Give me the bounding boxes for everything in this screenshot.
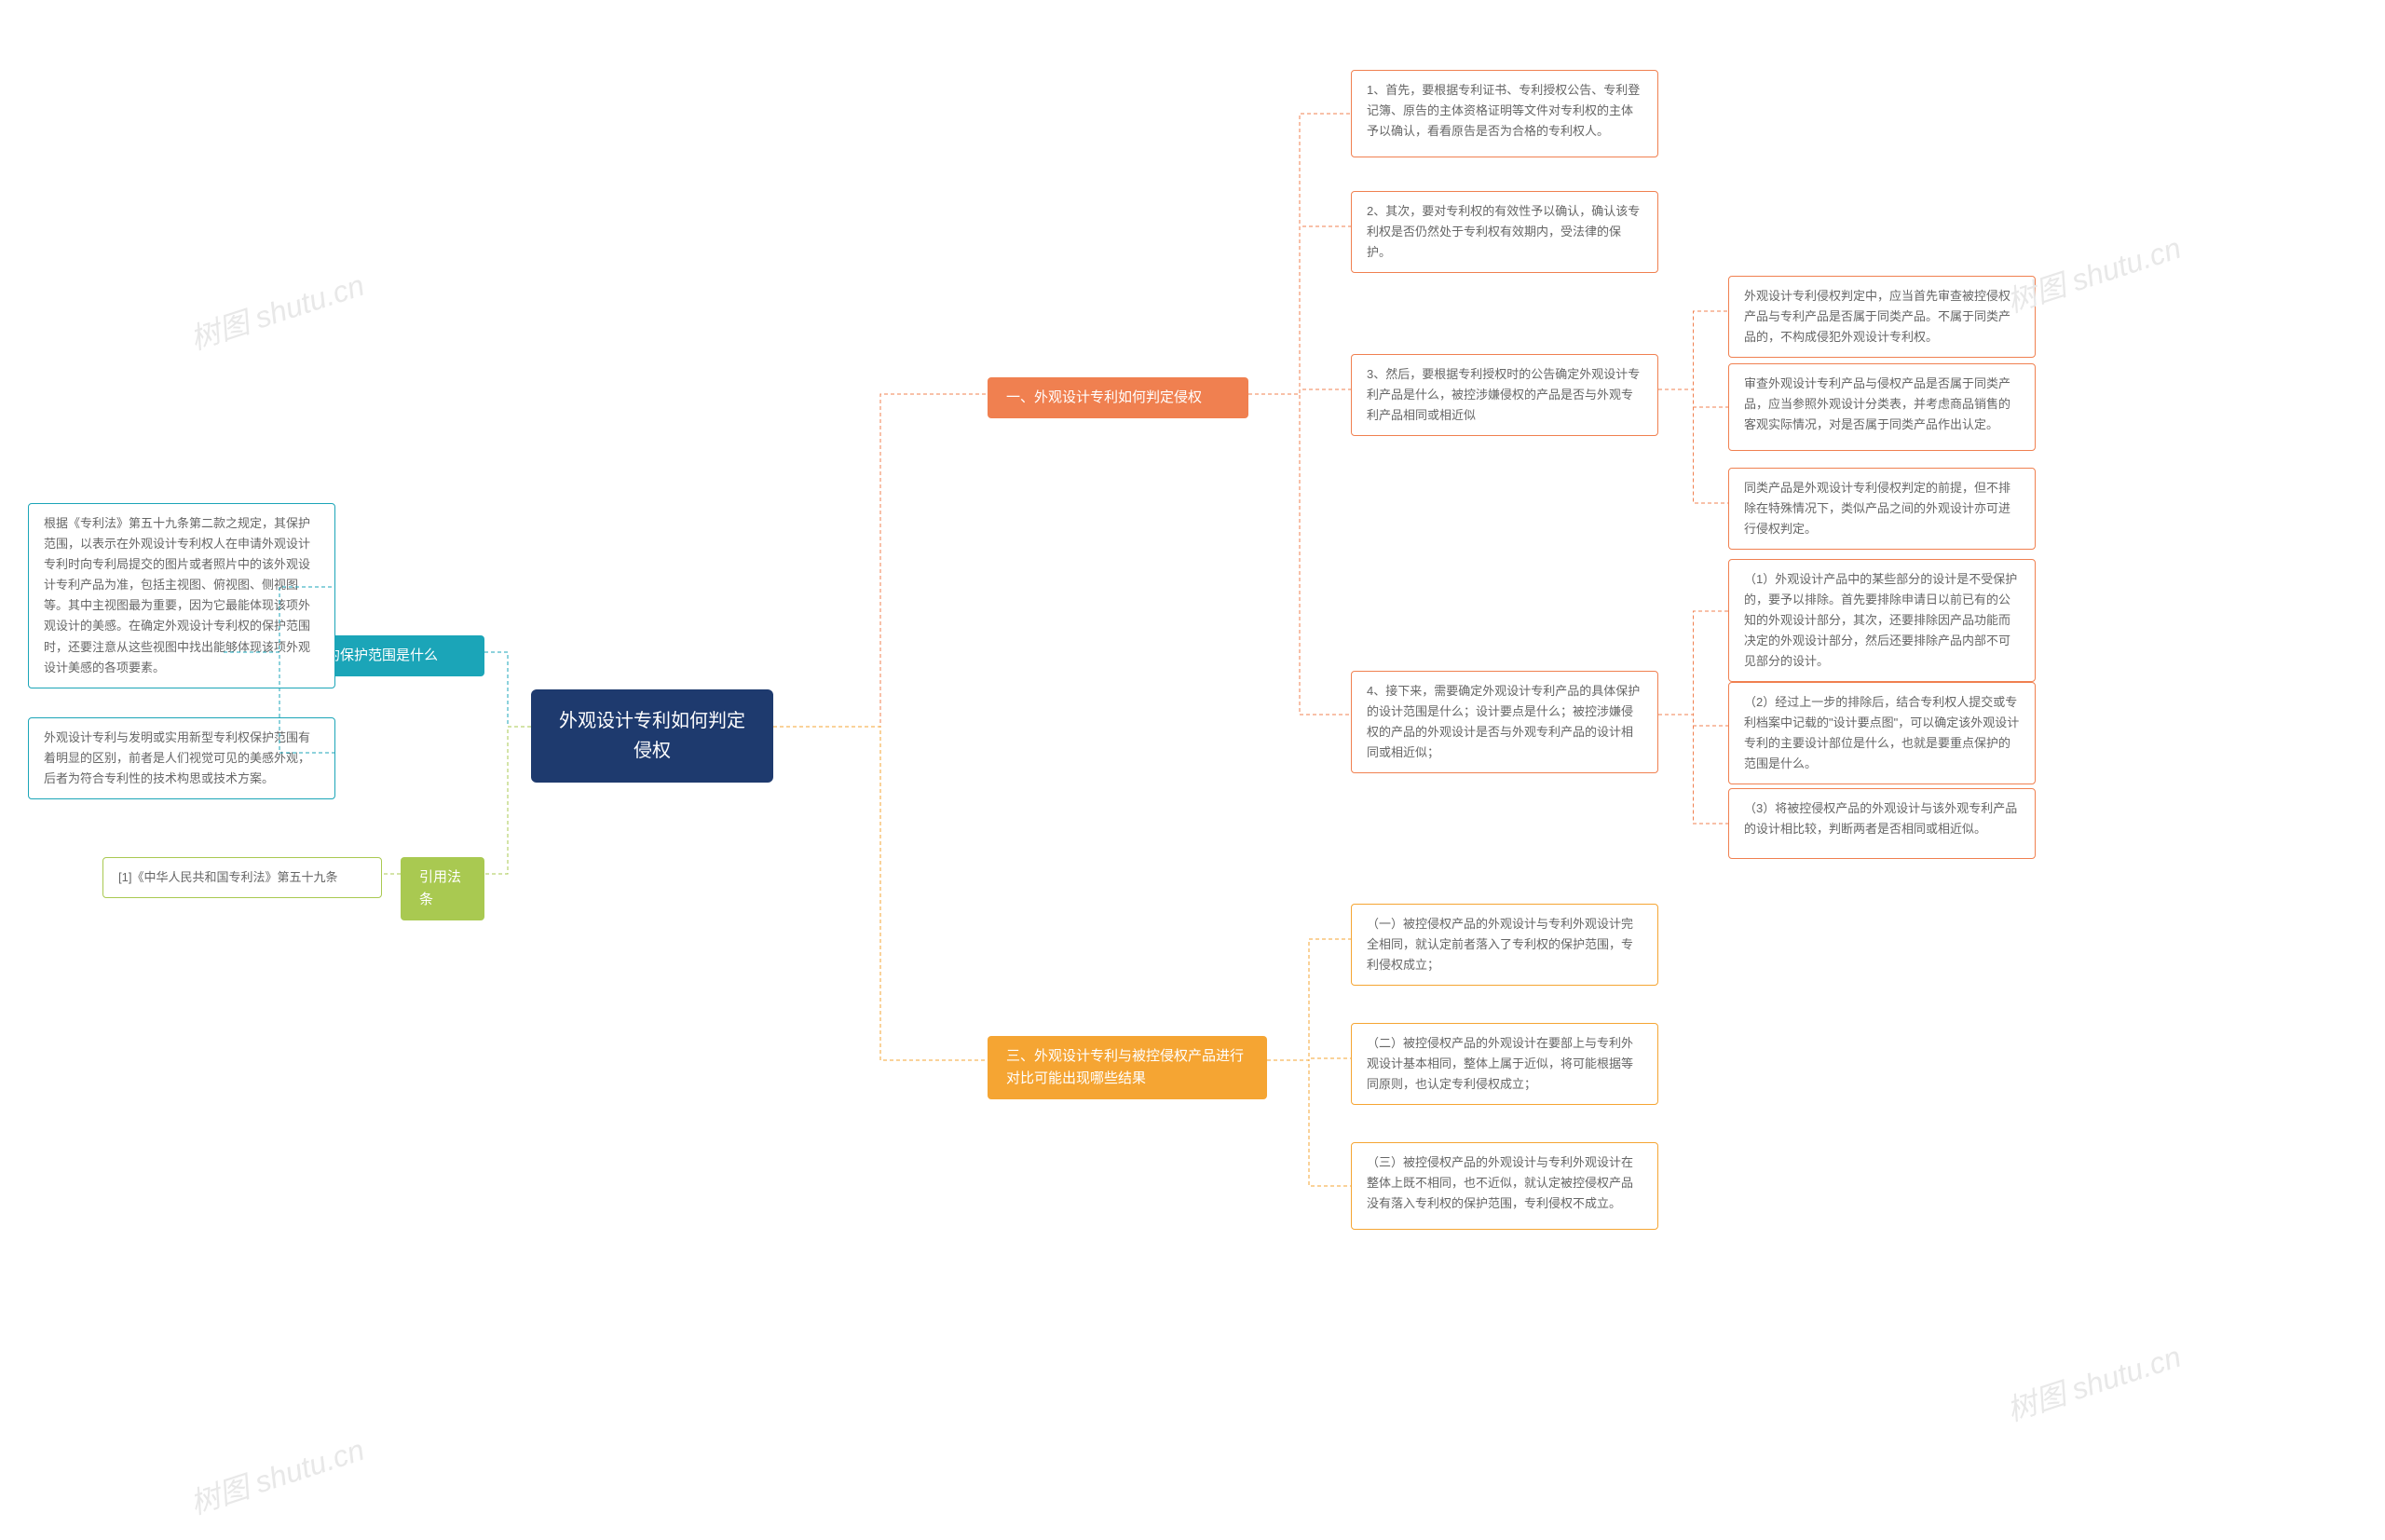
branch-3: 三、外观设计专利与被控侵权产品进行对比可能出现哪些结果 xyxy=(988,1036,1267,1099)
leaf-b3-3: （三）被控侵权产品的外观设计与专利外观设计在整体上既不相同，也不近似，就认定被控… xyxy=(1351,1142,1658,1230)
leaf-b1-3-2: 审查外观设计专利产品与侵权产品是否属于同类产品，应当参照外观设计分类表，并考虑商… xyxy=(1728,363,2036,451)
branch-ref: 引用法条 xyxy=(401,857,484,920)
leaf-b2-1: 根据《专利法》第五十九条第二款之规定，其保护范围，以表示在外观设计专利权人在申请… xyxy=(28,503,335,688)
leaf-b1-3-3: 同类产品是外观设计专利侵权判定的前提，但不排除在特殊情况下，类似产品之间的外观设… xyxy=(1728,468,2036,550)
leaf-b2-2: 外观设计专利与发明或实用新型专利权保护范围有着明显的区别，前者是人们视觉可见的美… xyxy=(28,717,335,799)
watermark: 树图 shutu.cn xyxy=(184,1426,370,1523)
leaf-b1-3: 3、然后，要根据专利授权时的公告确定外观设计专利产品是什么，被控涉嫌侵权的产品是… xyxy=(1351,354,1658,436)
leaf-b1-3-1: 外观设计专利侵权判定中，应当首先审查被控侵权产品与专利产品是否属于同类产品。不属… xyxy=(1728,276,2036,358)
leaf-b1-4-2: （2）经过上一步的排除后，结合专利权人提交或专利档案中记载的"设计要点图"，可以… xyxy=(1728,682,2036,784)
leaf-b3-1: （一）被控侵权产品的外观设计与专利外观设计完全相同，就认定前者落入了专利权的保护… xyxy=(1351,904,1658,986)
branch-1: 一、外观设计专利如何判定侵权 xyxy=(988,377,1248,418)
watermark: 树图 shutu.cn xyxy=(184,262,370,359)
leaf-b1-4-3: （3）将被控侵权产品的外观设计与该外观专利产品的设计相比较，判断两者是否相同或相… xyxy=(1728,788,2036,859)
leaf-b1-2: 2、其次，要对专利权的有效性予以确认，确认该专利权是否仍然处于专利权有效期内，受… xyxy=(1351,191,1658,273)
leaf-ref-1: [1]《中华人民共和国专利法》第五十九条 xyxy=(102,857,382,898)
leaf-b3-2: （二）被控侵权产品的外观设计在要部上与专利外观设计基本相同，整体上属于近似，将可… xyxy=(1351,1023,1658,1105)
root-node: 外观设计专利如何判定侵权 xyxy=(531,689,773,783)
leaf-b1-4-1: （1）外观设计产品中的某些部分的设计是不受保护的，要予以排除。首先要排除申请日以… xyxy=(1728,559,2036,682)
leaf-b1-4: 4、接下来，需要确定外观设计专利产品的具体保护的设计范围是什么；设计要点是什么；… xyxy=(1351,671,1658,773)
leaf-b1-1: 1、首先，要根据专利证书、专利授权公告、专利登记簿、原告的主体资格证明等文件对专… xyxy=(1351,70,1658,157)
watermark: 树图 shutu.cn xyxy=(2001,1333,2187,1430)
